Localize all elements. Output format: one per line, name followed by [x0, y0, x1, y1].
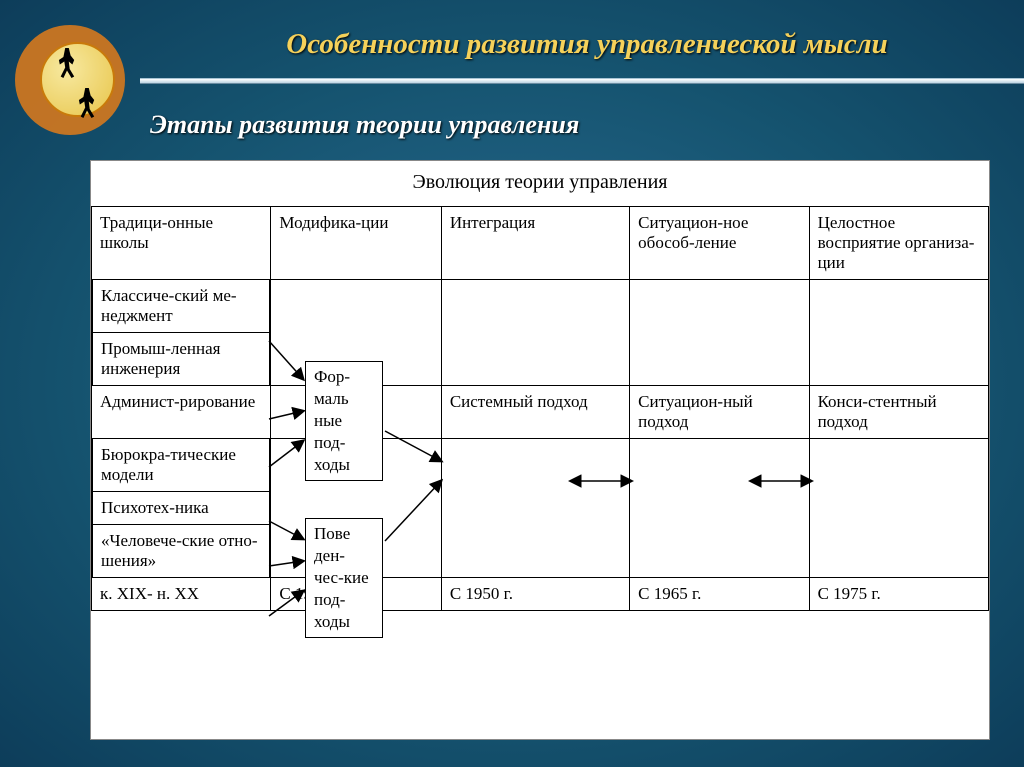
table-row: Админист-рирование Системный подход Ситу…	[92, 386, 989, 439]
evolution-table: Традици-онные школы Модифика-ции Интегра…	[91, 206, 989, 611]
school-cell: Бюрокра-тические модели	[93, 439, 270, 492]
approach-cell: Системный подход	[441, 386, 629, 439]
approach-cell: Конси-стентный подход	[809, 386, 988, 439]
year-cell: С 1965 г.	[630, 578, 809, 611]
school-cell: Админист-рирование	[92, 386, 271, 439]
header-cell: Ситуацион-ное обособ-ление	[630, 207, 809, 280]
subtitle: Этапы развития теории управления	[150, 110, 579, 140]
globe-icon	[40, 42, 115, 117]
logo-gear-globe	[10, 20, 130, 140]
approach-cell: Ситуацион-ный подход	[630, 386, 809, 439]
school-cell: «Человече-ские отно-шения»	[93, 525, 270, 578]
title-divider	[140, 78, 1024, 84]
header-cell: Традици-онные школы	[92, 207, 271, 280]
year-cell: к. XIX- н. XX	[92, 578, 271, 611]
page-title: Особенности развития управленческой мысл…	[170, 28, 1004, 61]
behavioral-approaches-box: Пове ден-чес-кие под-ходы	[305, 518, 383, 638]
header-row: Традици-онные школы Модифика-ции Интегра…	[92, 207, 989, 280]
school-cell: Психотех-ника	[93, 492, 270, 525]
years-row: к. XIX- н. XX С 1945 г. С 1950 г. С 1965…	[92, 578, 989, 611]
school-cell: Промыш-ленная инженерия	[93, 333, 270, 386]
formal-approaches-box: Фор-маль ные под-ходы	[305, 361, 383, 481]
table-row: Бюрокра-тические модели Психотех-ника «Ч…	[92, 439, 989, 578]
year-cell: С 1975 г.	[809, 578, 988, 611]
year-cell: С 1950 г.	[441, 578, 629, 611]
header-cell: Модифика-ции	[271, 207, 441, 280]
table-caption: Эволюция теории управления	[91, 161, 989, 206]
header-cell: Интеграция	[441, 207, 629, 280]
table-row: Классиче-ский ме-неджмент Промыш-ленная …	[92, 280, 989, 386]
header-cell: Целостное восприятие организа-ции	[809, 207, 988, 280]
school-cell: Классиче-ский ме-неджмент	[93, 280, 270, 333]
diagram-panel: Эволюция теории управления Традици-онные…	[90, 160, 990, 740]
